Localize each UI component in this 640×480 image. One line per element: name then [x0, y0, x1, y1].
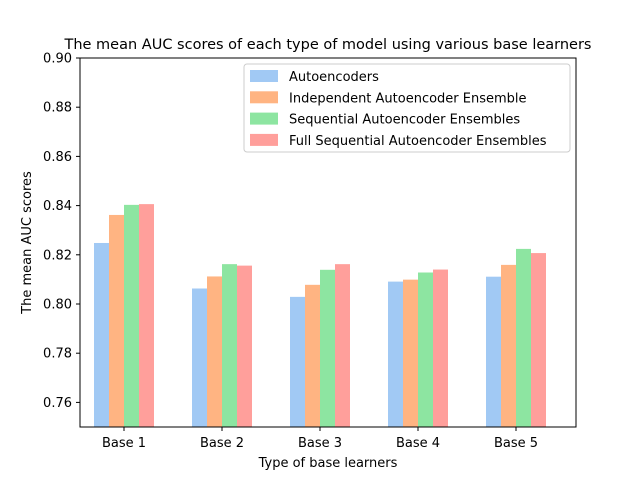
- y-tick-label-6: 0.86: [43, 150, 72, 165]
- x-tick-label-3: Base 3: [298, 436, 342, 451]
- bars-group: [94, 204, 546, 427]
- plot-frame: [79, 57, 577, 428]
- legend-swatch-2: [250, 91, 278, 104]
- bar-4-4: [433, 269, 448, 427]
- bar-2-4: [403, 279, 418, 427]
- chart-title: The mean AUC scores of each type of mode…: [63, 37, 591, 53]
- y-tick-label-4: 0.82: [43, 248, 72, 263]
- legend-label-1: Autoencoders: [289, 70, 379, 85]
- legend-swatch-3: [250, 112, 278, 125]
- bar-4-3: [335, 264, 350, 427]
- legend-swatch-1: [250, 70, 278, 82]
- x-tick-label-4: Base 4: [396, 436, 440, 451]
- x-axis-label: Type of base learners: [258, 456, 398, 471]
- y-axis-ticks: 0.76 0.78 0.80 0.82 0.84 0.86 0.88 0.90: [43, 52, 80, 411]
- bar-4-2: [237, 265, 252, 427]
- bar-4-5: [531, 253, 546, 427]
- bar-3-1: [124, 204, 139, 427]
- y-tick-label-5: 0.84: [43, 199, 72, 214]
- y-tick-label-1: 0.76: [43, 396, 72, 411]
- y-tick-label-7: 0.88: [43, 101, 72, 116]
- y-tick-label-3: 0.80: [43, 298, 72, 313]
- x-axis-ticks: Base 1 Base 2 Base 3 Base 4 Base 5: [102, 427, 538, 451]
- legend-label-4: Full Sequential Autoencoder Ensembles: [289, 134, 547, 149]
- bar-3-4: [418, 272, 433, 427]
- legend-swatch-4: [250, 133, 278, 146]
- x-tick-label-1: Base 1: [102, 436, 146, 451]
- bar-3-3: [320, 269, 335, 427]
- bar-2-3: [305, 284, 320, 427]
- bar-2-1: [109, 214, 124, 427]
- x-tick-label-5: Base 5: [494, 436, 538, 451]
- bar-1-3: [290, 296, 305, 427]
- legend: Autoencoders Independent Autoencoder Ense…: [243, 63, 571, 153]
- bar-3-2: [222, 264, 237, 427]
- bar-2-2: [207, 276, 222, 427]
- legend-items: Autoencoders Independent Autoencoder Ense…: [250, 70, 547, 149]
- bar-3-5: [516, 248, 531, 427]
- y-tick-label-8: 0.90: [43, 52, 72, 67]
- x-tick-label-2: Base 2: [200, 436, 244, 451]
- legend-frame: [243, 63, 571, 153]
- legend-label-2: Independent Autoencoder Ensemble: [289, 91, 527, 106]
- bar-2-5: [501, 264, 516, 427]
- legend-label-3: Sequential Autoencoder Ensembles: [289, 113, 520, 128]
- bar-1-1: [94, 242, 109, 427]
- bar-4-1: [139, 204, 154, 427]
- bar-1-4: [388, 281, 403, 427]
- y-tick-label-2: 0.78: [43, 347, 72, 362]
- bar-1-2: [192, 288, 207, 427]
- bar-1-5: [486, 276, 501, 427]
- y-axis-label: The mean AUC scores: [20, 171, 35, 315]
